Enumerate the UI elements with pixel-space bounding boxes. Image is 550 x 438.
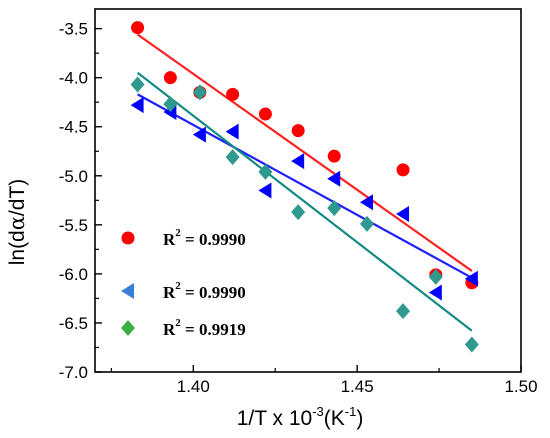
x-tick-label: 1.40 xyxy=(177,377,210,396)
data-point-series-1 xyxy=(258,107,272,121)
legend-marker-series-2 xyxy=(121,283,134,299)
y-tick-label: -7.0 xyxy=(59,363,88,382)
fit-line-series-1 xyxy=(136,33,473,272)
fit-line-series-3 xyxy=(136,71,473,332)
y-tick-label: -3.5 xyxy=(59,20,88,39)
data-point-series-2 xyxy=(396,206,410,223)
y-tick-label: -6.5 xyxy=(59,314,88,333)
x-tick-label: 1.50 xyxy=(504,377,537,396)
y-tick-label: -4.5 xyxy=(59,118,88,137)
data-point-series-2 xyxy=(225,123,239,140)
data-point-series-3 xyxy=(192,84,207,101)
data-point-series-3 xyxy=(291,204,306,221)
data-point-series-3 xyxy=(327,200,342,217)
data-point-series-2 xyxy=(291,153,305,170)
legend-label-series-2: R2 = 0.9990 xyxy=(163,280,246,302)
data-point-series-1 xyxy=(396,163,410,177)
data-point-series-3 xyxy=(359,215,374,232)
data-point-series-3 xyxy=(163,96,178,113)
y-axis-title: ln(dα/dT) xyxy=(5,179,29,266)
y-tick-label: -5.0 xyxy=(59,167,88,186)
data-point-series-2 xyxy=(192,126,206,143)
data-point-series-3 xyxy=(464,336,479,353)
data-point-series-2 xyxy=(258,182,272,199)
data-point-series-1 xyxy=(226,87,240,101)
data-point-series-3 xyxy=(428,268,443,285)
data-point-series-2 xyxy=(428,284,442,301)
data-point-series-2 xyxy=(464,270,478,287)
x-tick-label: 1.45 xyxy=(341,377,374,396)
data-point-series-1 xyxy=(327,149,341,163)
legend-label-series-1: R2 = 0.9990 xyxy=(163,227,246,249)
data-point-series-1 xyxy=(291,124,305,138)
data-point-series-2 xyxy=(130,97,144,114)
y-tick-label: -4.0 xyxy=(59,69,88,88)
data-point-series-1 xyxy=(163,71,177,85)
legend-marker-series-3 xyxy=(121,320,135,336)
y-tick-label: -6.0 xyxy=(59,265,88,284)
legend-marker-series-1 xyxy=(121,231,135,245)
data-point-series-3 xyxy=(396,303,411,320)
legend-label-series-3: R2 = 0.9919 xyxy=(163,317,246,339)
data-point-series-3 xyxy=(258,163,273,180)
data-point-series-3 xyxy=(225,149,240,166)
data-point-series-2 xyxy=(359,194,373,211)
data-point-series-1 xyxy=(131,21,145,35)
fit-line-series-2 xyxy=(137,93,473,279)
data-point-series-3 xyxy=(130,76,145,93)
data-point-series-2 xyxy=(327,170,341,187)
y-tick-label: -5.5 xyxy=(59,216,88,235)
x-axis-title: 1/T x 10-3(K-1) xyxy=(237,404,364,430)
plot-frame xyxy=(94,8,522,373)
